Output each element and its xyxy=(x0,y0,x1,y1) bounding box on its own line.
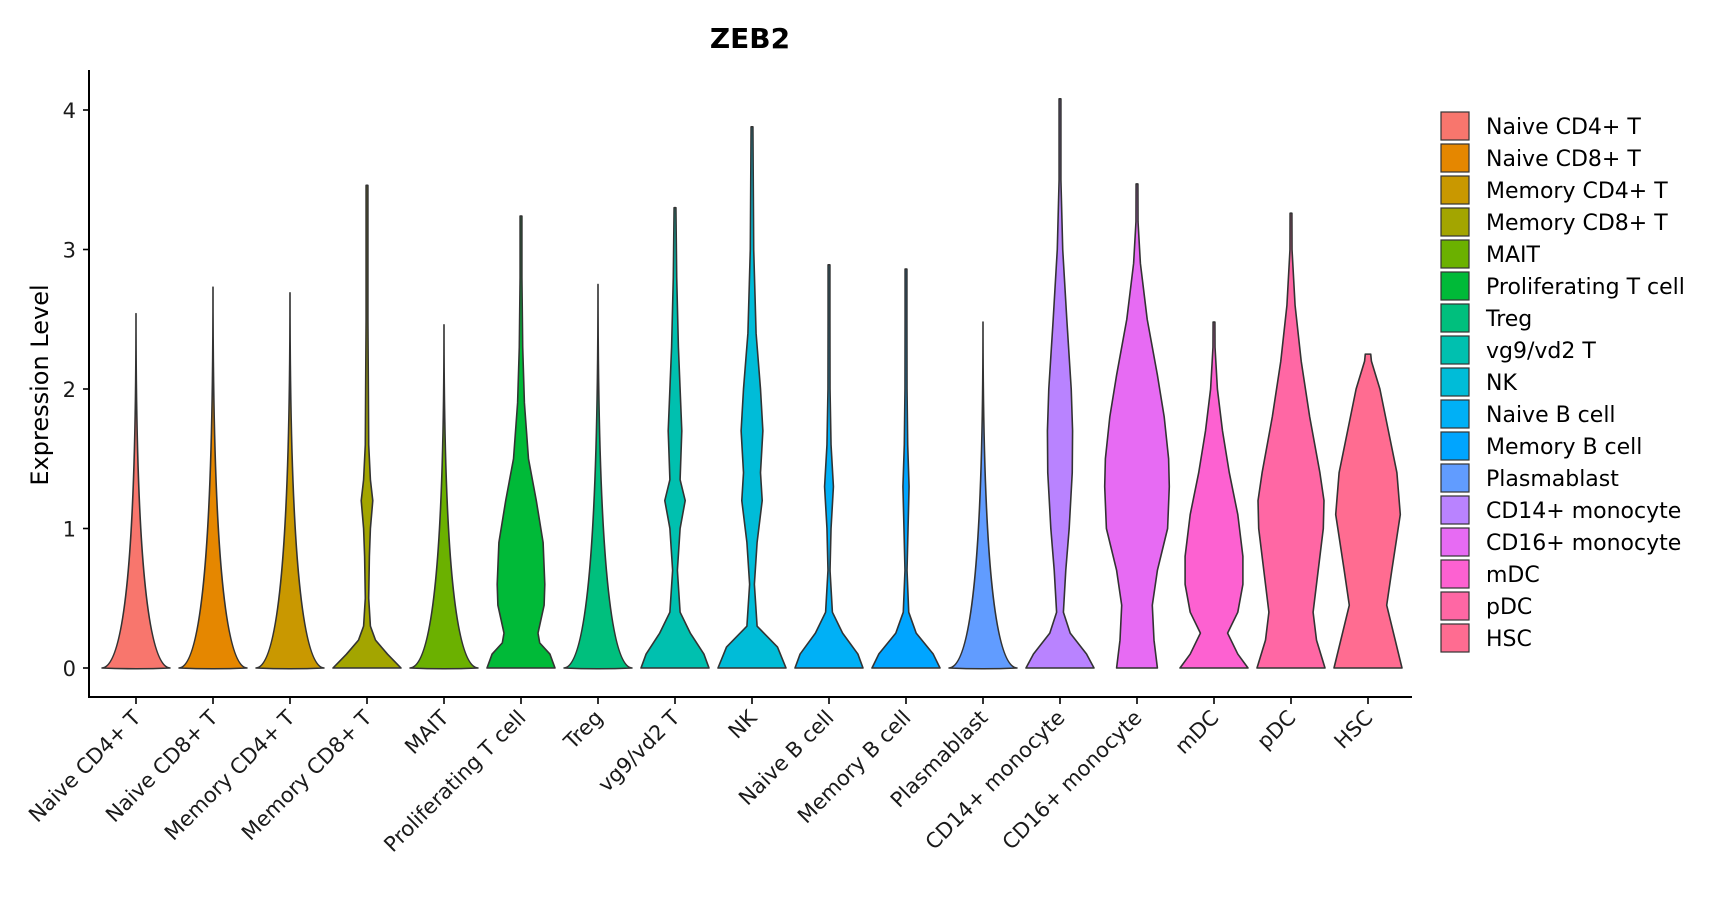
legend-swatch xyxy=(1440,495,1470,525)
violin-16 xyxy=(1256,212,1326,669)
legend-swatch xyxy=(1440,207,1470,237)
violins-layer xyxy=(101,98,1403,670)
violin-5 xyxy=(409,324,479,670)
violin-7 xyxy=(563,283,633,670)
legend-swatch xyxy=(1440,335,1470,365)
x-tick-label: CD16+ monocyte xyxy=(998,706,1147,855)
x-tick-label: mDC xyxy=(1170,706,1223,759)
legend-swatch xyxy=(1440,143,1470,173)
legend-swatch xyxy=(1440,303,1470,333)
violin-1 xyxy=(101,312,171,670)
legend-swatch xyxy=(1440,623,1470,653)
x-tick-label: Treg xyxy=(559,706,608,755)
violin-13 xyxy=(1025,98,1095,669)
y-axis: 0 1 2 3 4 xyxy=(63,99,89,681)
legend-label: Naive B cell xyxy=(1486,403,1616,428)
legend-label: Memory CD4+ T xyxy=(1486,179,1668,204)
legend-label: pDC xyxy=(1486,595,1532,620)
legend-label: MAIT xyxy=(1486,243,1541,268)
violin-17 xyxy=(1333,353,1403,669)
x-tick-label: Memory CD8+ T xyxy=(237,705,377,845)
y-tick-label: 3 xyxy=(63,239,76,263)
legend-label: Naive CD8+ T xyxy=(1486,147,1641,172)
y-tick-label: 2 xyxy=(63,378,76,402)
legend-label: Treg xyxy=(1485,307,1532,332)
x-tick-label: vg9/vd2 T xyxy=(593,705,684,796)
legend-swatch xyxy=(1440,111,1470,141)
x-tick-label: pDC xyxy=(1252,706,1300,754)
legend-swatch xyxy=(1440,527,1470,557)
legend-swatch xyxy=(1440,175,1470,205)
y-axis-label: Expression Level xyxy=(26,284,54,485)
violin-4 xyxy=(332,184,402,669)
x-tick-label: Proliferating T cell xyxy=(379,706,530,857)
x-tick-label: HSC xyxy=(1330,706,1378,754)
violin-11 xyxy=(871,268,941,669)
legend-swatch xyxy=(1440,591,1470,621)
y-tick-label: 0 xyxy=(63,657,76,681)
y-tick-label: 1 xyxy=(63,518,76,542)
violin-15 xyxy=(1179,321,1249,669)
legend-swatch xyxy=(1440,239,1470,269)
legend-label: vg9/vd2 T xyxy=(1486,339,1596,364)
violin-6 xyxy=(486,215,556,669)
legend-swatch xyxy=(1440,559,1470,589)
violin-3 xyxy=(255,291,325,670)
legend-label: mDC xyxy=(1486,563,1540,588)
legend: Naive CD4+ T Naive CD8+ T Memory CD4+ T Mem… xyxy=(1440,111,1685,653)
x-tick-label: Memory CD4+ T xyxy=(160,705,300,845)
legend-swatch xyxy=(1440,399,1470,429)
chart-title: ZEB2 xyxy=(710,22,790,55)
y-tick-label: 4 xyxy=(63,99,76,123)
x-tick-label: MAIT xyxy=(400,705,454,759)
legend-label: Plasmablast xyxy=(1486,467,1619,492)
violin-14 xyxy=(1103,183,1171,669)
legend-label: Memory CD8+ T xyxy=(1486,211,1668,236)
violin-8 xyxy=(640,206,710,669)
legend-label: Memory B cell xyxy=(1486,435,1642,460)
violin-10 xyxy=(794,264,864,669)
legend-swatch xyxy=(1440,271,1470,301)
violin-12 xyxy=(948,321,1018,670)
legend-label: CD16+ monocyte xyxy=(1486,531,1681,556)
x-tick-label: CD14+ monocyte xyxy=(921,706,1070,855)
legend-label: NK xyxy=(1486,371,1517,396)
legend-label: Naive CD4+ T xyxy=(1486,115,1641,140)
legend-label: CD14+ monocyte xyxy=(1486,499,1681,524)
legend-label: Proliferating T cell xyxy=(1486,275,1685,300)
violin-2 xyxy=(178,286,248,670)
legend-swatch xyxy=(1440,431,1470,461)
violin-9 xyxy=(717,125,787,669)
legend-label: HSC xyxy=(1486,627,1532,652)
legend-swatch xyxy=(1440,463,1470,493)
x-tick-label: NK xyxy=(724,705,763,744)
legend-swatch xyxy=(1440,367,1470,397)
